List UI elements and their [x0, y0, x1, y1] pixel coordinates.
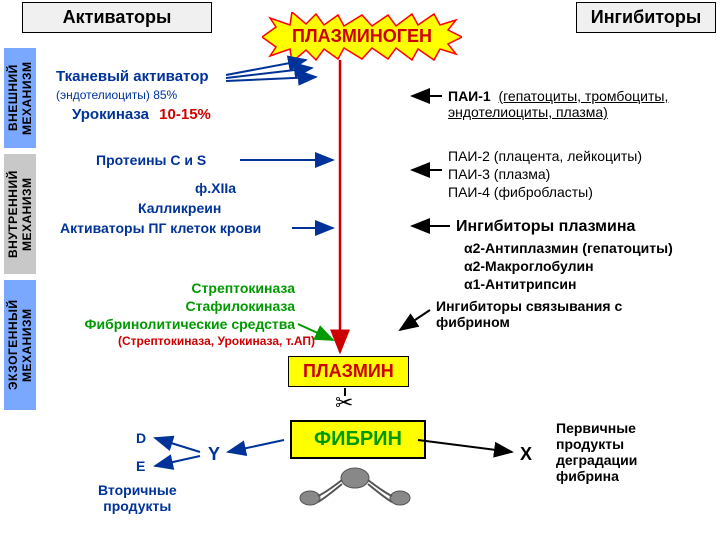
pai1-row: ПАИ-1 (гепатоциты, тромбоциты, эндотелио… [448, 88, 668, 120]
pg-activators: Активаторы ПГ клеток крови [60, 220, 261, 236]
fibrinolytics: Фибринолитические средства [50, 316, 295, 332]
pai4: ПАИ-4 (фибробласты) [448, 184, 593, 200]
fibrin-molecule-icon [280, 458, 430, 518]
streptokinase: Стрептокиназа [50, 280, 295, 296]
pai1-label: ПАИ-1 [448, 88, 491, 104]
d-label: D [136, 430, 146, 446]
tissue-activator: Тканевый активатор [56, 68, 209, 85]
a2-macroglobulin: α2-Макроглобулин [464, 258, 594, 274]
kallikrein: Калликреин [138, 200, 221, 216]
external-mechanism-label: ВНЕШНИЙ МЕХАНИЗМ [4, 48, 36, 148]
inhibitors-header: Ингибиторы [576, 2, 716, 33]
a2-antiplasmin: α2-Антиплазмин (гепатоциты) [464, 240, 673, 256]
exogenous-mechanism-label: ЭКЗОГЕННЫЙ МЕХАНИЗМ [4, 280, 36, 410]
x-label: X [520, 444, 532, 465]
e-label: E [136, 458, 145, 474]
pai3: ПАИ-3 (плазма) [448, 166, 550, 182]
stafilokinase: Стафилокиназа [50, 298, 295, 314]
urokinase-label: Урокиназа [72, 106, 149, 123]
scissors-icon: ✂ [335, 390, 353, 416]
urokinase-pct: 10-15% [159, 106, 211, 123]
f12a: ф.XIIa [195, 180, 236, 196]
plasmin-box: ПЛАЗМИН [288, 356, 409, 387]
binding-inhibitors: Ингибиторы связывания с фибрином [436, 298, 622, 330]
internal-mechanism-label: ВНУТРЕННИЙ МЕХАНИЗМ [4, 154, 36, 274]
urokinase-row: Урокиназа 10-15% [72, 106, 211, 123]
tissue-activator-sub: (эндотелиоциты) 85% [56, 88, 177, 102]
primary-products: Первичные продукты деградации фибрина [556, 420, 637, 484]
fibrin-box: ФИБРИН [290, 420, 426, 459]
secondary-products: Вторичные продукты [98, 482, 177, 514]
plasminogen-label: ПЛАЗМИНОГЕН [262, 26, 462, 47]
fibrinolytics-sub: (Стрептокиназа, Урокиназа, т.АП) [50, 334, 315, 348]
y-label: Y [208, 444, 220, 465]
proteins-cs: Протеины С и S [96, 152, 206, 168]
a1-antitrypsin: α1-Антитрипсин [464, 276, 576, 292]
plasmin-inhibitors-title: Ингибиторы плазмина [456, 218, 635, 236]
plasminogen-star: ПЛАЗМИНОГЕН [262, 12, 462, 62]
activators-header: Активаторы [22, 2, 212, 33]
pai2: ПАИ-2 (плацента, лейкоциты) [448, 148, 642, 164]
